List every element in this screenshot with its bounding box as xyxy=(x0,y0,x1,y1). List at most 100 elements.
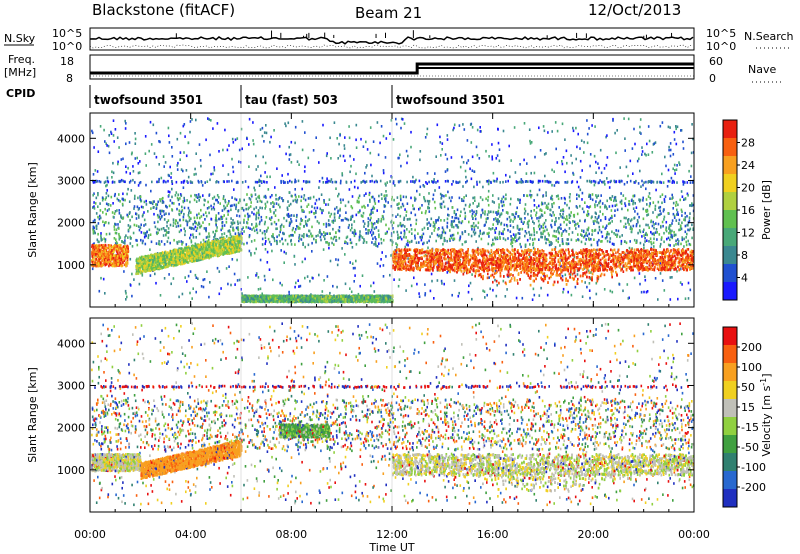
echo-cell xyxy=(491,227,494,230)
echo-cell xyxy=(578,194,580,197)
echo-cell xyxy=(234,197,236,201)
echo-cell xyxy=(255,222,258,226)
echo-cell xyxy=(647,125,650,128)
echo-cell xyxy=(254,193,257,196)
echo-cell xyxy=(664,155,666,159)
echo-cell xyxy=(457,226,460,229)
echo-cell xyxy=(443,219,446,222)
echo-cell xyxy=(164,161,167,164)
echo-cell xyxy=(314,215,317,219)
echo-cell xyxy=(568,206,570,210)
echo-cell xyxy=(514,216,516,219)
echo-cell xyxy=(102,220,104,224)
echo-cell xyxy=(179,218,181,222)
echo-cell xyxy=(366,148,369,151)
echo-cell xyxy=(276,167,278,170)
echo-cell xyxy=(576,269,579,273)
echo-cell xyxy=(138,282,141,286)
echo-cell xyxy=(172,221,175,224)
echo-cell xyxy=(538,204,540,208)
echo-cell xyxy=(587,210,589,213)
echo-cell xyxy=(670,176,673,180)
echo-cell xyxy=(497,141,500,145)
echo-cell xyxy=(576,273,579,276)
echo-cell xyxy=(105,192,108,195)
echo-cell xyxy=(246,241,248,245)
echo-cell xyxy=(294,193,297,197)
echo-cell xyxy=(340,219,343,222)
echo-cell xyxy=(663,215,666,219)
echo-cell xyxy=(533,171,536,175)
echo-cell xyxy=(471,209,473,212)
echo-cell xyxy=(684,197,687,201)
echo-cell xyxy=(432,193,435,197)
echo-cell xyxy=(516,206,518,210)
echo-cell xyxy=(327,203,330,206)
echo-cell xyxy=(325,180,327,184)
echo-cell xyxy=(232,219,234,222)
echo-cell xyxy=(231,137,234,141)
echo-cell xyxy=(446,138,449,141)
echo-cell xyxy=(140,260,143,263)
echo-cell xyxy=(577,238,579,241)
echo-cell xyxy=(296,200,298,204)
echo-cell xyxy=(360,137,362,141)
echo-cell xyxy=(492,288,494,292)
echo-cell xyxy=(96,253,98,256)
echo-cell xyxy=(342,218,344,222)
echo-cell xyxy=(609,289,612,293)
echo-cell xyxy=(288,191,291,194)
echo-cell xyxy=(678,218,681,222)
echo-cell xyxy=(260,200,263,204)
echo-cell xyxy=(99,214,101,218)
echo-cell xyxy=(171,146,173,149)
echo-cell xyxy=(178,203,180,206)
echo-cell xyxy=(562,208,564,211)
echo-cell xyxy=(627,221,629,224)
echo-cell xyxy=(212,127,214,130)
echo-cell xyxy=(570,154,572,157)
echo-cell xyxy=(647,153,650,156)
echo-cell xyxy=(188,259,191,263)
echo-cell xyxy=(255,154,257,158)
echo-cell xyxy=(264,236,267,240)
echo-cell xyxy=(333,216,336,219)
echo-cell xyxy=(215,198,217,202)
echo-cell xyxy=(121,240,123,243)
echo-cell xyxy=(400,224,403,228)
echo-cell xyxy=(125,254,128,257)
echo-cell xyxy=(116,247,118,251)
echo-cell xyxy=(546,238,548,241)
echo-cell xyxy=(569,199,571,203)
echo-cell xyxy=(637,182,640,185)
echo-cell xyxy=(348,223,350,227)
echo-cell xyxy=(595,160,597,164)
echo-cell xyxy=(691,181,694,184)
echo-cell xyxy=(486,232,489,235)
echo-cell xyxy=(259,206,261,210)
echo-cell xyxy=(489,252,491,256)
echo-cell xyxy=(120,263,123,267)
echo-cell xyxy=(480,237,483,241)
echo-cell xyxy=(642,230,644,233)
echo-cell xyxy=(154,259,156,262)
echo-cell xyxy=(540,213,543,216)
echo-cell xyxy=(333,121,336,124)
echo-cell xyxy=(673,181,675,184)
echo-cell xyxy=(449,234,452,238)
echo-cell xyxy=(269,218,272,221)
echo-cell xyxy=(124,119,126,123)
echo-cell xyxy=(577,132,579,136)
echo-cell xyxy=(156,227,159,231)
echo-cell xyxy=(94,257,96,260)
echo-cell xyxy=(300,217,302,221)
echo-cell xyxy=(152,267,154,270)
echo-cell xyxy=(120,247,123,250)
echo-cell xyxy=(471,155,474,159)
echo-cell xyxy=(493,179,496,183)
echo-cell xyxy=(214,234,216,237)
echo-cell xyxy=(426,241,428,244)
echo-cell xyxy=(225,235,228,238)
echo-cell xyxy=(508,215,511,219)
echo-cell xyxy=(400,231,402,235)
